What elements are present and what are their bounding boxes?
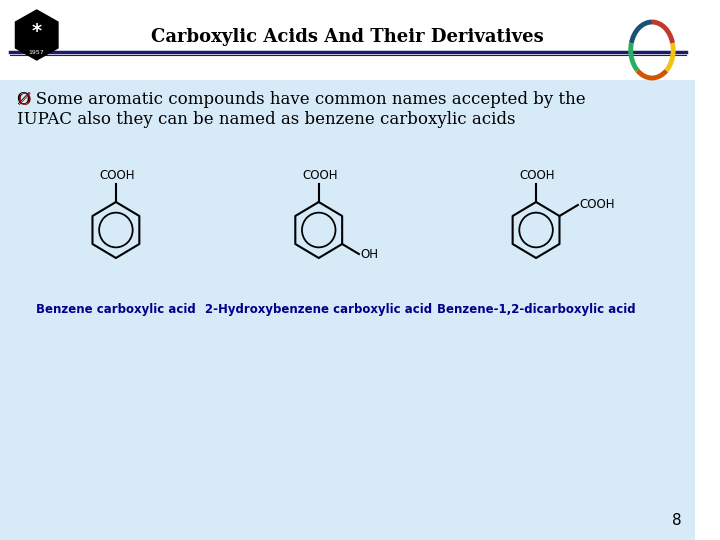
Text: COOH: COOH	[302, 169, 338, 182]
Text: 8: 8	[672, 513, 682, 528]
Text: COOH: COOH	[580, 199, 616, 212]
Text: *: *	[32, 23, 42, 42]
Text: Ø: Ø	[17, 91, 31, 109]
Text: Carboxylic Acids And Their Derivatives: Carboxylic Acids And Their Derivatives	[151, 28, 544, 46]
Text: IUPAC also they can be named as benzene carboxylic acids: IUPAC also they can be named as benzene …	[17, 111, 516, 127]
Polygon shape	[15, 10, 58, 60]
Text: OH: OH	[361, 247, 379, 260]
Bar	[0, 80, 696, 540]
Text: Ø Some aromatic compounds have common names accepted by the: Ø Some aromatic compounds have common na…	[17, 91, 586, 109]
Text: 1957: 1957	[29, 50, 45, 55]
Text: Benzene carboxylic acid: Benzene carboxylic acid	[36, 303, 196, 316]
Text: COOH: COOH	[519, 169, 555, 182]
Text: Benzene-1,2-dicarboxylic acid: Benzene-1,2-dicarboxylic acid	[437, 303, 635, 316]
Text: COOH: COOH	[99, 169, 135, 182]
Text: 2-Hydroxybenzene carboxylic acid: 2-Hydroxybenzene carboxylic acid	[205, 303, 432, 316]
